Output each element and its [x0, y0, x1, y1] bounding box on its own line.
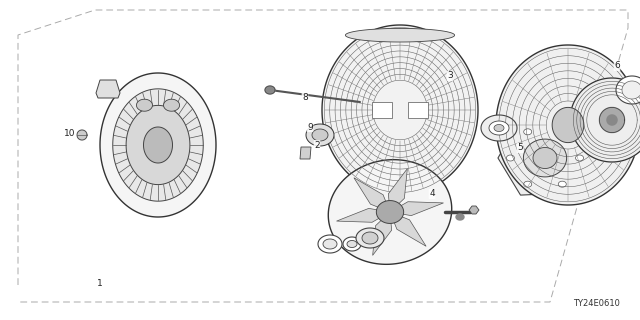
Polygon shape — [616, 76, 640, 104]
Text: TY24E0610: TY24E0610 — [573, 299, 620, 308]
Polygon shape — [354, 178, 390, 212]
Polygon shape — [524, 139, 566, 177]
Polygon shape — [498, 120, 593, 195]
Polygon shape — [113, 89, 204, 201]
Polygon shape — [300, 147, 311, 159]
Polygon shape — [96, 80, 120, 98]
Text: 5: 5 — [517, 143, 523, 153]
Polygon shape — [343, 237, 361, 251]
Text: 10: 10 — [64, 129, 76, 138]
Polygon shape — [265, 86, 275, 94]
Polygon shape — [306, 124, 334, 146]
Polygon shape — [376, 201, 404, 223]
Polygon shape — [143, 127, 173, 163]
Polygon shape — [372, 212, 392, 255]
Polygon shape — [388, 169, 407, 212]
Text: 1: 1 — [97, 279, 103, 289]
Polygon shape — [390, 202, 444, 216]
Polygon shape — [524, 129, 532, 135]
Polygon shape — [323, 239, 337, 249]
Polygon shape — [164, 99, 180, 111]
Polygon shape — [469, 206, 479, 214]
Bar — [408, 102, 428, 118]
Polygon shape — [607, 115, 617, 125]
Polygon shape — [77, 130, 87, 140]
Polygon shape — [494, 124, 504, 132]
Polygon shape — [390, 212, 426, 246]
Text: 2: 2 — [314, 140, 320, 149]
Polygon shape — [456, 214, 464, 220]
Bar — [372, 102, 392, 118]
Polygon shape — [346, 28, 454, 42]
Polygon shape — [347, 241, 357, 247]
Polygon shape — [575, 155, 584, 161]
Polygon shape — [558, 129, 566, 135]
Polygon shape — [533, 148, 557, 169]
Polygon shape — [126, 105, 190, 185]
Polygon shape — [552, 108, 584, 143]
Text: 8: 8 — [302, 93, 308, 102]
Text: 6: 6 — [614, 61, 620, 70]
Polygon shape — [328, 160, 452, 264]
Polygon shape — [600, 108, 625, 132]
Text: 4: 4 — [429, 189, 435, 198]
Polygon shape — [322, 25, 478, 195]
Polygon shape — [481, 115, 517, 141]
Text: 9: 9 — [307, 123, 313, 132]
Polygon shape — [489, 121, 509, 135]
Polygon shape — [570, 78, 640, 162]
Text: 3: 3 — [447, 71, 453, 81]
Polygon shape — [100, 73, 216, 217]
Polygon shape — [524, 181, 532, 187]
Polygon shape — [312, 129, 328, 141]
Polygon shape — [136, 99, 152, 111]
Polygon shape — [356, 228, 384, 248]
Polygon shape — [337, 208, 390, 222]
Polygon shape — [362, 232, 378, 244]
Polygon shape — [558, 181, 566, 187]
Polygon shape — [496, 45, 640, 205]
Polygon shape — [622, 81, 640, 99]
Polygon shape — [506, 155, 515, 161]
Polygon shape — [318, 235, 342, 253]
